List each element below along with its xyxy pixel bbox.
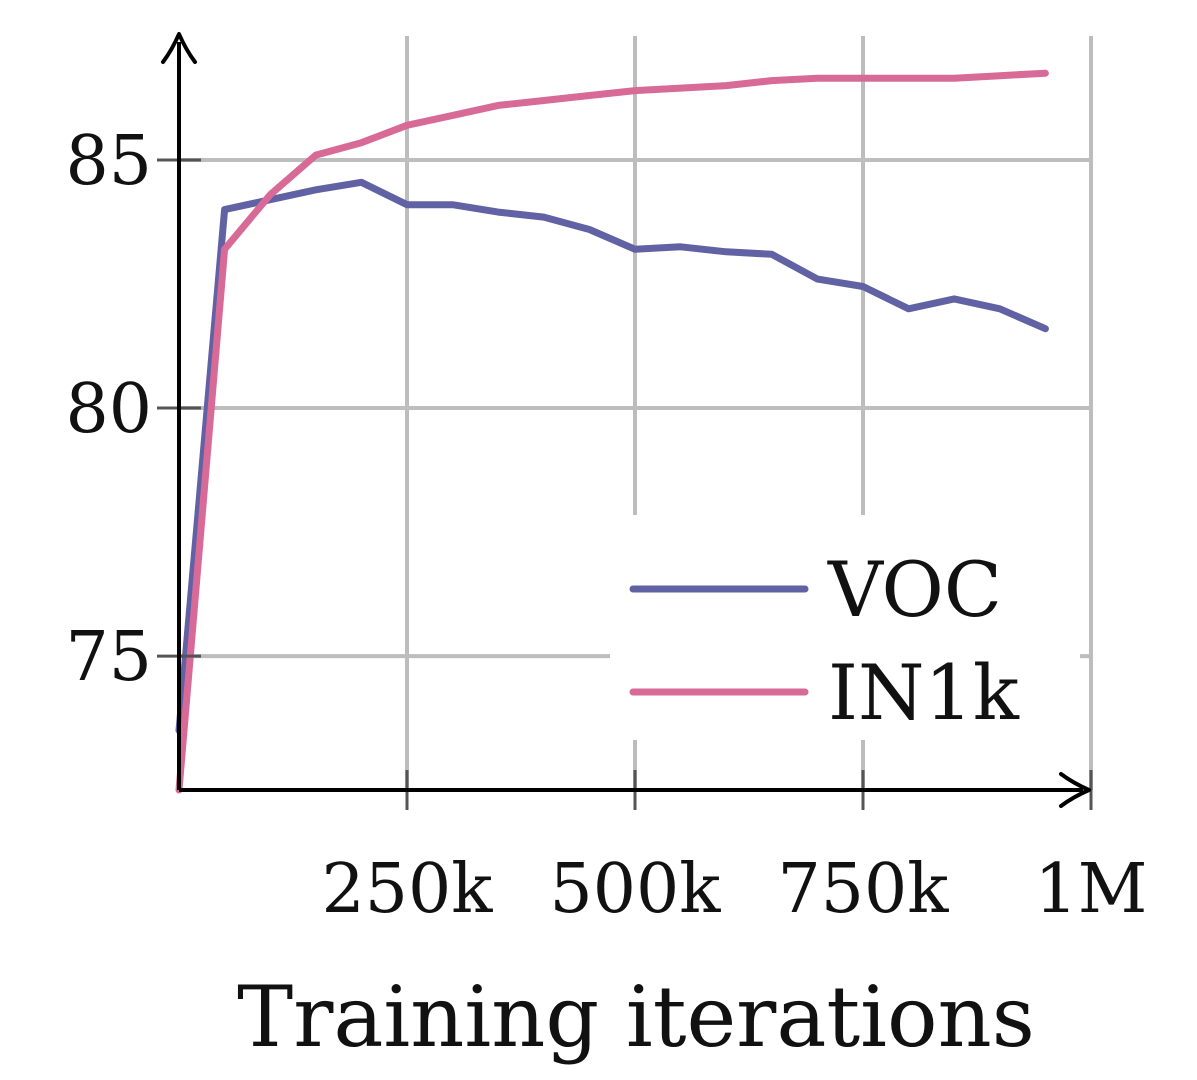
y-tick-label: 85 xyxy=(65,122,152,201)
series-lines xyxy=(175,69,1049,794)
axes xyxy=(157,32,1093,810)
y-tick-label: 75 xyxy=(65,618,152,697)
x-tick-label: 1M xyxy=(1035,850,1148,929)
x-axis-label: Training iterations xyxy=(237,968,1035,1066)
series-line-in1k xyxy=(175,69,1049,794)
legend-background xyxy=(610,515,1080,740)
x-tick-label: 750k xyxy=(778,850,950,929)
x-axis-arrow xyxy=(1059,772,1091,808)
legend: VOC IN1k xyxy=(610,515,1080,740)
legend-label-voc: VOC xyxy=(827,545,1002,634)
y-tick-label: 80 xyxy=(65,370,152,449)
series-line-voc xyxy=(175,178,1049,734)
x-tick-label: 500k xyxy=(550,850,722,929)
y-axis-arrow xyxy=(161,32,197,64)
tick-labels: 250k 500k 750k 1M 75 80 85 xyxy=(65,122,1147,929)
x-tick-label: 250k xyxy=(322,850,494,929)
legend-label-in1k: IN1k xyxy=(828,648,1020,737)
